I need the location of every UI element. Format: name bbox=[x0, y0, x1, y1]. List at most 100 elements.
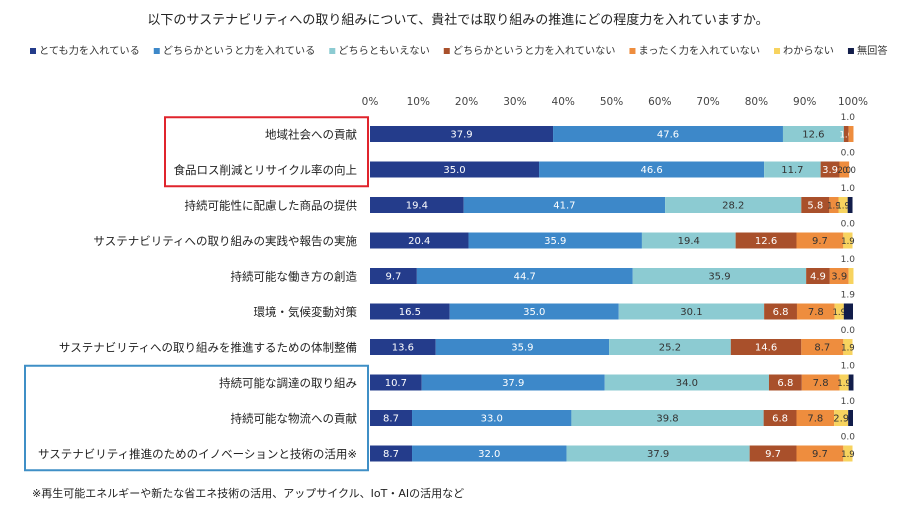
bar-segment- bbox=[609, 339, 731, 355]
data-label: 39.8 bbox=[656, 414, 678, 425]
data-label: 35.9 bbox=[708, 272, 730, 283]
bar-segment- bbox=[768, 374, 802, 391]
bar-segment- bbox=[370, 197, 464, 213]
data-label: 34.0 bbox=[676, 378, 698, 389]
data-label: 8.7 bbox=[814, 343, 830, 354]
bar-segment- bbox=[370, 268, 417, 284]
bar-segment- bbox=[801, 339, 844, 355]
data-label: 14.6 bbox=[755, 343, 777, 354]
chart-rows: 地域社会への貢献 37.9 47.6 12.6 1.0 1.0 食品ロス削減とリサイクル率の… bbox=[38, 113, 856, 462]
bar-segment- bbox=[796, 410, 835, 426]
data-label: 12.6 bbox=[755, 236, 777, 247]
bar-segment- bbox=[370, 410, 413, 426]
data-label: 1.9 bbox=[837, 379, 851, 389]
bar-segment- bbox=[843, 339, 853, 355]
legend-swatch-2 bbox=[153, 48, 160, 54]
bar-segment- bbox=[435, 339, 610, 355]
data-label: 16.5 bbox=[399, 307, 421, 318]
bar-segment- bbox=[370, 303, 450, 320]
data-label: 13.6 bbox=[392, 343, 414, 354]
bar-segment- bbox=[412, 410, 572, 426]
callout-label: 1.0 bbox=[841, 397, 856, 407]
bar-segment- bbox=[843, 303, 853, 320]
bar-segment- bbox=[370, 339, 436, 355]
bar-segment- bbox=[843, 445, 853, 462]
bar-segment- bbox=[834, 410, 849, 426]
data-label: 47.6 bbox=[657, 130, 679, 141]
bar-segment- bbox=[763, 410, 797, 426]
highlight-boxes bbox=[24, 116, 369, 472]
bar-segment- bbox=[843, 232, 853, 249]
data-label: 1.0 bbox=[839, 131, 853, 141]
legend-label-2: どちらかというと力を入れている bbox=[163, 44, 316, 57]
data-label: 7.8 bbox=[813, 378, 829, 389]
data-label: 19.4 bbox=[678, 236, 700, 247]
data-label: 6.8 bbox=[777, 378, 793, 389]
data-label: 10.7 bbox=[385, 378, 407, 389]
bar-segment- bbox=[665, 197, 802, 213]
bar-segment- bbox=[735, 232, 797, 249]
x-tick-label-80: 80% bbox=[745, 96, 768, 108]
category-label: 食品ロス削減とリサイクル率の向上 bbox=[174, 163, 357, 177]
data-label: 3.9 bbox=[831, 272, 847, 283]
legend-label-4: どちらかというと力を入れていない bbox=[453, 44, 616, 57]
x-tick-label-100: 100% bbox=[838, 96, 868, 108]
x-tick-label-40: 40% bbox=[552, 96, 575, 108]
data-label: 6.8 bbox=[772, 414, 788, 425]
bar-segment- bbox=[370, 445, 413, 462]
data-label: 0.0 bbox=[842, 166, 856, 176]
x-tick-label-50: 50% bbox=[600, 96, 623, 108]
x-axis: 0% 10% 20% 30% 40% 50% 60% 70% 80% 90% 100% bbox=[362, 96, 868, 108]
bar-segment- bbox=[370, 374, 422, 391]
bar-segment- bbox=[848, 374, 854, 391]
data-label: 20.4 bbox=[408, 236, 430, 247]
category-label: 持続可能な調達の取り組み bbox=[219, 376, 357, 390]
data-label: 9.7 bbox=[812, 236, 828, 247]
data-label: 7.8 bbox=[807, 414, 823, 425]
bar-row: 食品ロス削減とリサイクル率の向上 35.0 46.6 11.7 3.9 2.00.00.0 bbox=[174, 149, 856, 178]
bar-segment- bbox=[801, 197, 830, 213]
callout-label: 1.0 bbox=[841, 362, 856, 372]
data-label: 33.0 bbox=[481, 414, 503, 425]
data-label: 7.8 bbox=[808, 307, 824, 318]
x-tick-label-0: 0% bbox=[362, 96, 379, 108]
data-label: 37.9 bbox=[647, 449, 669, 460]
bar-segment- bbox=[412, 445, 567, 462]
bar-segment- bbox=[539, 161, 765, 178]
data-label: 6.8 bbox=[773, 307, 789, 318]
callout-label: 1.0 bbox=[841, 113, 856, 123]
bar-segment- bbox=[782, 126, 844, 142]
highlight-box-1 bbox=[164, 116, 369, 188]
bar-segment- bbox=[829, 268, 849, 284]
bar-row: 持続可能性に配慮した商品の提供 19.4 41.7 28.2 5.8 1.91.91.0 bbox=[185, 184, 855, 213]
x-tick-label-10: 10% bbox=[407, 96, 430, 108]
bar-segment- bbox=[839, 374, 849, 391]
category-label: サステナビリティへの取り組みを推進するための体制整備 bbox=[59, 341, 357, 355]
data-label: 30.1 bbox=[680, 307, 702, 318]
legend-swatch-4 bbox=[443, 48, 450, 54]
legend-swatch-3 bbox=[329, 48, 336, 54]
bar-row: サステナビリティへの取り組みの実践や報告の実施 20.4 35.9 19.4 12.6 9… bbox=[93, 220, 855, 249]
bar-segment- bbox=[566, 445, 750, 462]
data-label: 5.8 bbox=[807, 201, 823, 212]
data-label: 37.9 bbox=[502, 378, 524, 389]
data-label: 8.7 bbox=[383, 414, 399, 425]
bar-segment- bbox=[796, 232, 844, 249]
x-tick-label-20: 20% bbox=[455, 96, 478, 108]
category-label: 持続可能な物流への貢献 bbox=[231, 412, 358, 426]
data-label: 9.7 bbox=[385, 272, 401, 283]
bar-segment- bbox=[834, 303, 844, 320]
bar-segment- bbox=[820, 161, 840, 178]
callout-label: 0.0 bbox=[841, 220, 856, 230]
legend-label-3: どちらともいえない bbox=[338, 45, 429, 57]
data-label: 9.7 bbox=[765, 449, 781, 460]
category-label: サステナビリティ推進のためのイノベーションと技術の活用※ bbox=[38, 447, 357, 461]
legend-label-1: とても力を入れている bbox=[39, 44, 140, 57]
bar-row: 持続可能な調達の取り組み 10.7 37.9 34.0 6.8 7.8 1.9 1.0 bbox=[219, 362, 855, 391]
bar-segment- bbox=[553, 126, 783, 142]
bar-segment- bbox=[730, 339, 802, 355]
bar-segment- bbox=[416, 268, 633, 284]
legend-swatch-6 bbox=[774, 48, 781, 54]
bar-segment- bbox=[764, 161, 821, 178]
data-label: 46.6 bbox=[640, 165, 662, 176]
